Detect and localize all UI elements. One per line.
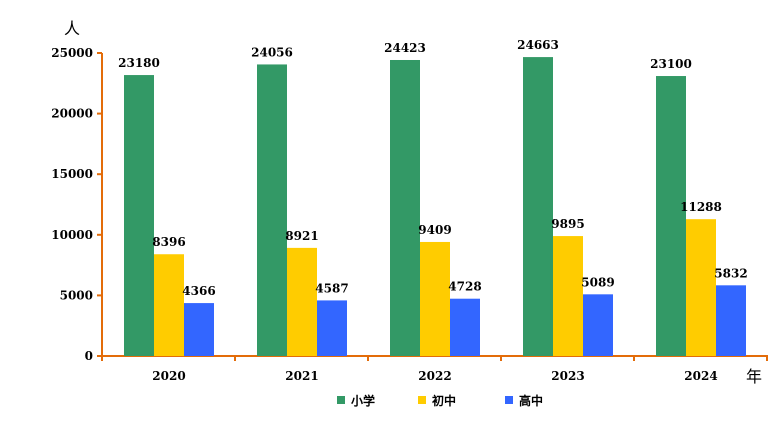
y-tick-label: 5000	[60, 288, 93, 302]
bar-2021-1	[287, 247, 317, 356]
data-label: 4366	[182, 284, 215, 298]
legend-label: 高中	[519, 393, 543, 408]
data-label: 9895	[551, 217, 584, 231]
y-axis-unit: 人	[64, 19, 80, 38]
legend-item: 高中	[505, 393, 543, 408]
data-label: 9409	[418, 223, 451, 237]
bar-2024-1	[686, 219, 716, 356]
legend-swatch	[337, 396, 345, 404]
bar-2024-2	[716, 285, 746, 356]
bar-2023-2	[583, 294, 613, 356]
data-label: 4728	[448, 280, 481, 294]
axes: 0 5000 10000 15000 20000 25000 2020 2021 2022 202…	[51, 46, 768, 383]
data-label: 24423	[384, 41, 426, 55]
bar-2022-0	[390, 59, 420, 357]
y-tick-label: 15000	[51, 167, 93, 181]
legend-label: 初中	[432, 393, 456, 408]
bar-2021-0	[257, 64, 287, 356]
y-tick-label: 25000	[51, 46, 93, 60]
bar-2022-1	[420, 241, 450, 356]
data-label: 24056	[251, 45, 293, 59]
legend: 小学 初中 高中	[337, 393, 543, 408]
data-label: 11288	[680, 200, 722, 214]
data-label: 5832	[714, 266, 747, 280]
bar-2023-1	[553, 236, 583, 356]
x-tick-label: 2020	[152, 369, 185, 383]
legend-swatch	[505, 396, 513, 404]
y-tick-label: 20000	[51, 107, 93, 121]
legend-item: 小学	[337, 393, 375, 408]
bar-2024-0	[656, 76, 686, 356]
x-tick-label: 2024	[684, 369, 717, 383]
x-tick-label: 2022	[418, 369, 451, 383]
bar-2020-0	[124, 75, 154, 356]
bar-2021-2	[317, 300, 347, 356]
legend-swatch	[418, 396, 426, 404]
legend-label: 小学	[351, 393, 375, 408]
bar-2020-2	[184, 303, 214, 356]
bar-2022-2	[450, 298, 480, 356]
legend-item: 初中	[418, 393, 456, 408]
data-label: 5089	[581, 275, 614, 289]
x-axis-unit: 年	[746, 367, 762, 386]
bar-2020-1	[154, 254, 184, 356]
data-label: 4587	[315, 281, 348, 295]
data-label: 8921	[285, 229, 318, 243]
bar-2023-0	[523, 57, 553, 356]
y-tick-label: 10000	[51, 228, 93, 242]
data-label: 24663	[517, 38, 559, 52]
x-tick-label: 2023	[551, 369, 584, 383]
x-tick-label: 2021	[285, 369, 318, 383]
bars	[124, 57, 746, 357]
y-tick-label: 0	[85, 349, 93, 363]
data-label: 23180	[118, 56, 160, 70]
data-label: 23100	[650, 57, 692, 71]
data-labels: 23180 8396 4366 24056 8921 4587 24423 9409 4728 2…	[118, 38, 748, 298]
data-label: 8396	[152, 235, 185, 249]
